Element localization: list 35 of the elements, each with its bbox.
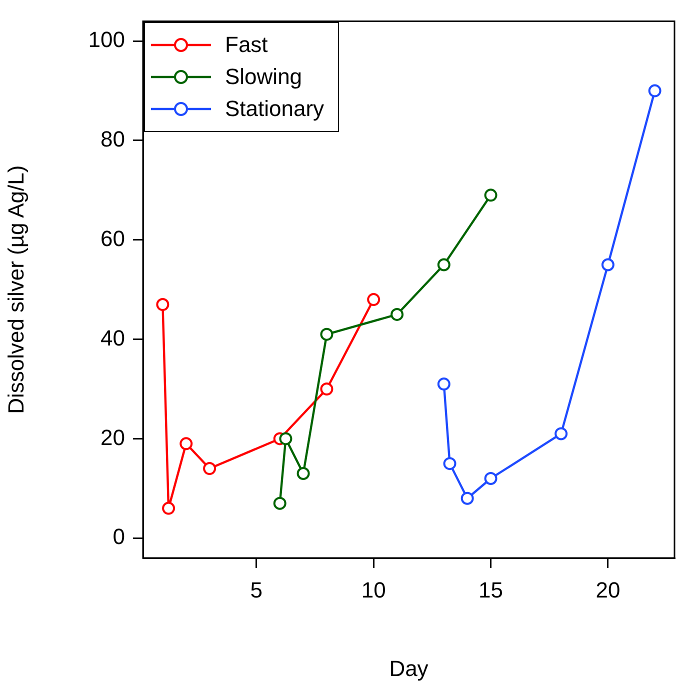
point: [437, 378, 450, 391]
point: [443, 457, 456, 470]
point: [601, 258, 614, 272]
y-tick-label: 20: [100, 424, 125, 450]
point: [320, 382, 334, 396]
point: [484, 188, 498, 202]
point: [180, 437, 193, 450]
point: [460, 492, 474, 505]
point: [156, 298, 170, 312]
point: [554, 427, 568, 440]
point: [648, 84, 662, 98]
point: [390, 308, 404, 321]
point: [367, 293, 380, 306]
point: [437, 258, 450, 272]
point: [320, 328, 334, 341]
legend-label: Slowing: [225, 64, 302, 90]
point: [162, 502, 176, 515]
x-tick-label: 5: [250, 577, 263, 602]
x-tick-label: 10: [361, 577, 386, 602]
point: [273, 496, 286, 510]
y-tick-label: 0: [112, 524, 125, 550]
y-tick-label: 60: [100, 226, 125, 251]
point: [484, 472, 498, 485]
point: [296, 467, 310, 480]
y-axis-title: Dissolved silver (µg Ag/L): [3, 165, 28, 414]
point: [203, 462, 216, 476]
x-axis-title: Day: [389, 656, 428, 681]
point: [279, 432, 292, 446]
x-tick-label: 15: [478, 577, 504, 602]
legend-label: Stationary: [225, 96, 324, 122]
y-tick-label: 80: [100, 126, 125, 152]
y-tick-label: 40: [100, 325, 125, 350]
legend-label: Fast: [225, 32, 268, 58]
y-tick-label: 100: [88, 27, 125, 52]
x-tick-label: 20: [596, 577, 620, 602]
